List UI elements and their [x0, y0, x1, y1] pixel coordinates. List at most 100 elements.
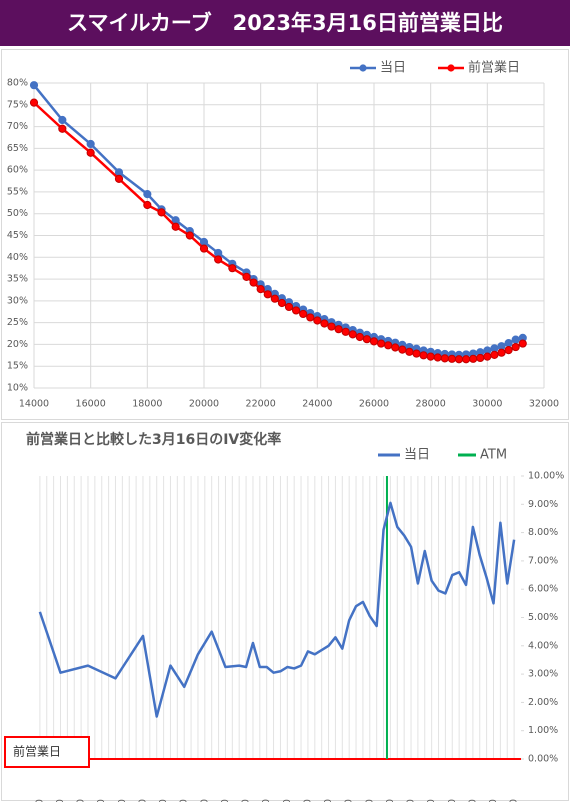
y2-tick-label: 4.00%: [528, 640, 558, 651]
x-tick-label: 27750: [406, 799, 417, 802]
point: [376, 339, 386, 348]
point: [214, 255, 223, 264]
point: [440, 354, 449, 363]
point: [185, 231, 194, 240]
point: [284, 302, 294, 312]
legend-label: 前営業日: [468, 60, 520, 76]
point: [228, 264, 237, 273]
legend-label: ATM: [480, 448, 507, 463]
point: [58, 115, 67, 125]
y2-tick-label: 10.00%: [528, 471, 564, 482]
y-tick-label: 75%: [7, 99, 28, 110]
chart-title: 前営業日と比較した3月16日のIV変化率: [26, 431, 281, 448]
point: [270, 294, 279, 303]
point: [327, 322, 336, 331]
y2-tick-label: 9.00%: [528, 499, 558, 510]
point: [504, 339, 513, 348]
point: [454, 355, 464, 364]
series-line: [38, 501, 516, 718]
y2-tick-label: 7.00%: [528, 555, 558, 566]
x-tick-label: 32000: [529, 399, 559, 410]
point: [341, 327, 350, 336]
point: [249, 278, 258, 287]
point: [143, 200, 152, 210]
y-tick-label: 35%: [7, 274, 28, 285]
x-tick-label: 15750: [76, 799, 87, 802]
point: [313, 316, 322, 325]
point: [143, 190, 152, 199]
point: [398, 345, 407, 354]
x-tick-label: 26250: [364, 799, 375, 802]
y2-tick-label: 5.00%: [528, 612, 558, 623]
x-tick-label: 15000: [55, 799, 66, 802]
y-tick-label: 45%: [7, 230, 28, 241]
y-tick-label: 20%: [7, 339, 28, 350]
x-tick-label: 19500: [179, 799, 190, 802]
point: [199, 244, 209, 253]
y-tick-label: 50%: [7, 208, 28, 219]
point: [86, 148, 95, 157]
point: [58, 124, 67, 133]
point: [299, 309, 308, 319]
y2-tick-label: 8.00%: [528, 527, 558, 538]
legend-marker: [359, 64, 367, 72]
x-tick-label: 27000: [385, 799, 396, 802]
point: [114, 174, 124, 183]
baseline-label-box: [4, 736, 90, 768]
x-tick-label: 28000: [416, 399, 446, 410]
point: [291, 306, 301, 315]
point: [391, 343, 400, 352]
y-tick-label: 30%: [7, 295, 28, 306]
point: [157, 208, 166, 217]
point: [461, 355, 471, 364]
point: [171, 222, 180, 231]
point: [242, 272, 251, 281]
header-title: スマイルカーブ 2023年3月16日前営業日比: [67, 11, 503, 35]
x-tick-label: 24000: [302, 399, 332, 410]
chart-frame: [1, 422, 569, 801]
point: [355, 332, 364, 342]
x-tick-label: 28500: [426, 799, 437, 802]
point: [483, 352, 492, 361]
x-tick-label: 22500: [261, 799, 272, 802]
series-line: [33, 101, 524, 361]
series-line: [33, 84, 524, 357]
x-tick-label: 17250: [117, 799, 128, 802]
x-tick-label: 29250: [447, 799, 458, 802]
legend-marker: [447, 64, 455, 72]
point: [412, 349, 421, 358]
point: [405, 347, 414, 356]
x-tick-label: 14000: [19, 399, 49, 410]
point: [29, 81, 39, 90]
y-tick-label: 55%: [7, 186, 28, 197]
x-tick-label: 18000: [137, 799, 148, 802]
header-bar: [0, 0, 570, 46]
y2-tick-label: 2.00%: [528, 697, 558, 708]
point: [497, 348, 506, 357]
x-tick-label: 30750: [488, 799, 499, 802]
point: [263, 290, 272, 299]
y2-tick-label: 6.00%: [528, 584, 558, 595]
x-tick-label: 31500: [509, 799, 520, 802]
y-tick-label: 80%: [7, 78, 28, 89]
point: [511, 342, 520, 352]
baseline-label: 前営業日: [13, 744, 61, 759]
y-tick-label: 10%: [7, 383, 28, 394]
x-tick-label: 30000: [467, 799, 478, 802]
y2-tick-label: 1.00%: [528, 725, 558, 736]
x-tick-label: 30000: [472, 399, 502, 410]
y2-tick-label: 3.00%: [528, 669, 558, 680]
x-tick-label: 24000: [302, 799, 313, 802]
y-tick-label: 15%: [7, 361, 28, 372]
point: [469, 354, 478, 363]
point: [362, 335, 372, 344]
point: [490, 350, 499, 359]
chart-frame: [1, 49, 569, 420]
point: [384, 341, 393, 350]
point: [447, 354, 457, 363]
point: [504, 345, 513, 355]
point: [306, 313, 315, 322]
point: [426, 352, 435, 361]
point: [518, 339, 527, 348]
